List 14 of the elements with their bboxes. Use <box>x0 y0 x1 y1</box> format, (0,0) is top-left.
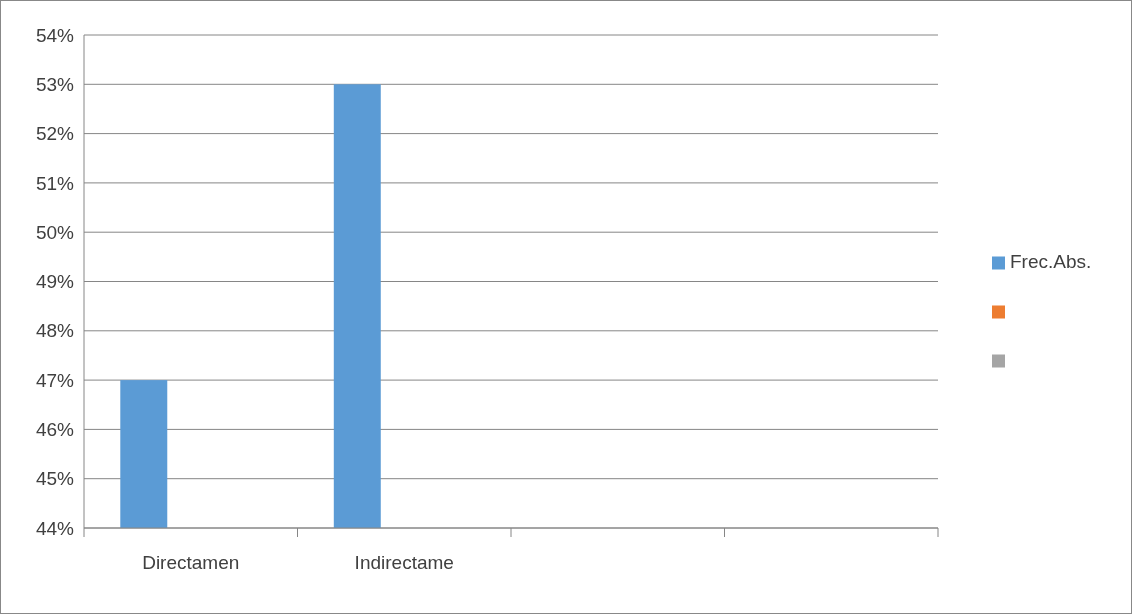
y-tick-label: 50% <box>35 221 75 243</box>
y-tick-label: 49% <box>35 271 75 293</box>
y-tick-label: 48% <box>35 320 75 342</box>
y-tick-label: 52% <box>35 123 75 145</box>
legend-label: Frec.Abs. <box>1010 250 1092 272</box>
x-tick-label: Directamen <box>142 552 240 573</box>
y-tick-label: 44% <box>35 517 75 539</box>
y-tick-label: 45% <box>35 468 75 490</box>
y-tick-label: 53% <box>35 73 75 95</box>
y-tick-label: 54% <box>35 24 75 46</box>
y-tick-label: 47% <box>35 369 75 391</box>
y-tick-label: 51% <box>35 172 75 194</box>
y-tick-label: 46% <box>35 419 75 441</box>
x-tick-label: Indirectame <box>354 552 454 573</box>
